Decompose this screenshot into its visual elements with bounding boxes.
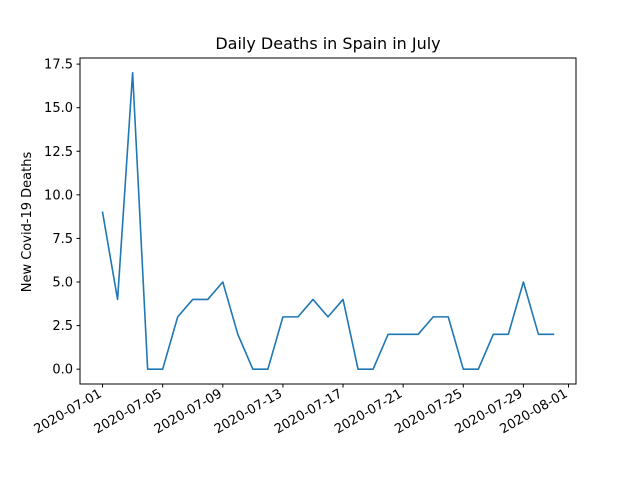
y-tick-label: 0.0: [52, 363, 73, 378]
y-axis: 0.0 2.5 5.0 7.5 10.0 12.5 15.0 17.5: [44, 58, 80, 378]
chart-title: Daily Deaths in Spain in July: [215, 34, 440, 53]
x-tick-label: 2020-07-05: [92, 386, 165, 437]
y-tick-label: 7.5: [52, 232, 73, 247]
y-tick-label: 17.5: [44, 58, 73, 73]
y-tick-label: 10.0: [44, 188, 73, 203]
y-tick-label: 5.0: [52, 276, 73, 291]
x-tick-label: 2020-07-01: [32, 386, 105, 437]
x-axis: 2020-07-012020-07-052020-07-092020-07-13…: [32, 384, 570, 437]
series-layer: [101, 72, 555, 370]
y-axis-label: New Covid-19 Deaths: [20, 152, 35, 293]
series-line: [101, 72, 555, 370]
y-tick-label: 12.5: [44, 145, 73, 160]
x-tick-label: 2020-07-25: [392, 386, 465, 437]
plot-frame: [79, 57, 577, 385]
x-tick-label: 2020-07-17: [272, 386, 345, 437]
x-tick-label: 2020-07-21: [332, 386, 405, 437]
plot-area: [79, 57, 577, 385]
x-tick-label: 2020-07-09: [152, 386, 225, 437]
x-tick-label: 2020-07-13: [212, 386, 285, 437]
y-tick-label: 15.0: [44, 101, 73, 116]
y-tick-label: 2.5: [52, 319, 73, 334]
